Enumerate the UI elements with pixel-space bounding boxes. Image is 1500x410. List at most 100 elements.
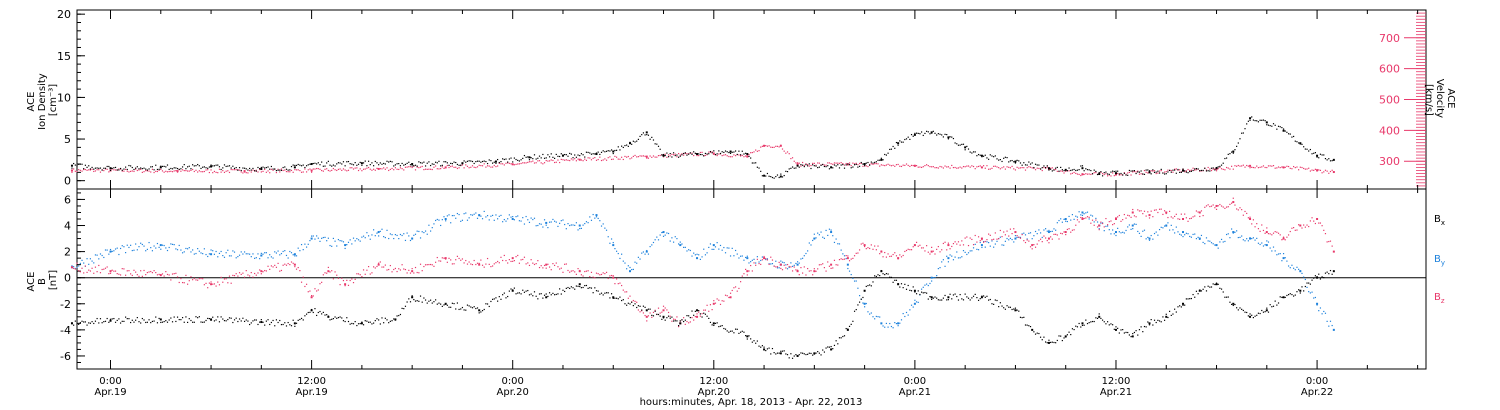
by-dot <box>131 249 133 252</box>
density-dot <box>520 159 522 161</box>
by-point <box>863 302 866 305</box>
density-dot <box>269 168 271 170</box>
bz-dot <box>795 269 797 271</box>
bz-dot <box>1244 210 1246 213</box>
bx-dot <box>917 290 919 292</box>
density-dot <box>1026 164 1028 166</box>
by-dot <box>522 217 524 219</box>
density-dot <box>1162 172 1164 174</box>
bx-dot <box>116 319 118 322</box>
bx-dot <box>222 318 224 320</box>
bz-dot <box>1195 210 1198 212</box>
density-dot <box>823 165 825 168</box>
by-dot <box>1031 238 1033 240</box>
by-point <box>947 257 950 260</box>
density-dot <box>79 163 81 165</box>
bz-dot <box>265 270 267 272</box>
by-dot <box>238 254 241 256</box>
bz-dot <box>699 315 701 317</box>
bz-dot <box>676 316 678 318</box>
velocity-dot <box>830 163 832 165</box>
by-dot <box>800 258 802 260</box>
bz-dot <box>647 315 650 317</box>
density-dot <box>869 164 871 166</box>
bz-dot <box>1048 242 1050 244</box>
by-dot <box>887 326 889 328</box>
by-dot <box>679 241 681 243</box>
density-dot <box>994 155 996 157</box>
bz-dot <box>1306 224 1308 226</box>
by-dot <box>327 237 329 239</box>
by-dot <box>1284 257 1286 259</box>
density-point <box>528 156 531 159</box>
by-dot <box>1009 237 1012 239</box>
by-dot <box>245 253 247 255</box>
velocity-dot <box>999 168 1001 170</box>
bx-dot <box>1306 282 1308 284</box>
density-dot <box>872 162 874 164</box>
by-dot <box>119 247 122 250</box>
by-dot <box>1229 237 1231 239</box>
velocity-dot <box>481 165 484 167</box>
bx-dot <box>451 302 453 304</box>
bx-dot <box>926 292 928 294</box>
velocity-dot <box>362 168 365 170</box>
bz-dot <box>947 242 950 244</box>
density-dot <box>264 167 266 169</box>
density-dot <box>565 154 567 156</box>
bx-dot <box>513 287 515 289</box>
bz-dot <box>1038 240 1040 242</box>
velocity-dot <box>691 152 693 154</box>
by-dot <box>1224 240 1226 243</box>
density-dot <box>1118 173 1120 175</box>
bz-dot <box>1180 213 1182 215</box>
density-point <box>1215 167 1218 170</box>
by-dot <box>155 247 157 249</box>
by-dot <box>820 231 822 233</box>
density-dot <box>1070 169 1072 172</box>
bx-dot <box>1251 314 1253 316</box>
velocity-dot <box>1225 166 1228 169</box>
bx-dot <box>113 317 115 320</box>
by-dot <box>448 214 450 216</box>
bx-dot <box>812 354 814 356</box>
velocity-dot <box>900 165 903 168</box>
bx-dot <box>1080 326 1082 328</box>
velocity-dot <box>76 170 78 173</box>
velocity-dot <box>587 157 589 159</box>
bz-dot <box>181 281 184 284</box>
by-dot <box>336 245 338 247</box>
bx-dot <box>580 287 583 289</box>
by-dot <box>255 257 257 259</box>
density-dot <box>642 132 645 134</box>
bz-dot <box>1130 216 1132 218</box>
velocity-dot <box>513 164 515 166</box>
density-dot <box>805 164 807 166</box>
bz-point <box>411 270 414 273</box>
by-dot <box>939 267 941 269</box>
density-dot <box>292 164 294 166</box>
bx-dot <box>626 304 628 306</box>
density-dot <box>1055 167 1057 169</box>
velocity-dot <box>146 170 148 172</box>
velocity-dot <box>1009 167 1012 169</box>
bx-dot <box>391 320 393 322</box>
bx-point <box>813 352 816 355</box>
bz-dot <box>1061 233 1063 235</box>
bx-point <box>846 328 849 331</box>
bx-dot <box>1011 308 1013 311</box>
velocity-dot <box>569 159 571 162</box>
bx-dot <box>1051 341 1053 343</box>
density-dot <box>778 176 780 179</box>
density-dot <box>1046 165 1048 167</box>
bz-dot <box>1120 220 1122 222</box>
bz-dot <box>228 275 231 277</box>
bx-dot <box>208 317 210 320</box>
by-dot <box>356 238 358 240</box>
bx-dot <box>957 299 960 301</box>
bx-dot <box>1241 308 1243 310</box>
density-dot <box>783 174 785 177</box>
bz-dot <box>627 297 629 299</box>
bz-dot <box>1142 213 1144 215</box>
velocity-dot <box>1118 174 1120 176</box>
